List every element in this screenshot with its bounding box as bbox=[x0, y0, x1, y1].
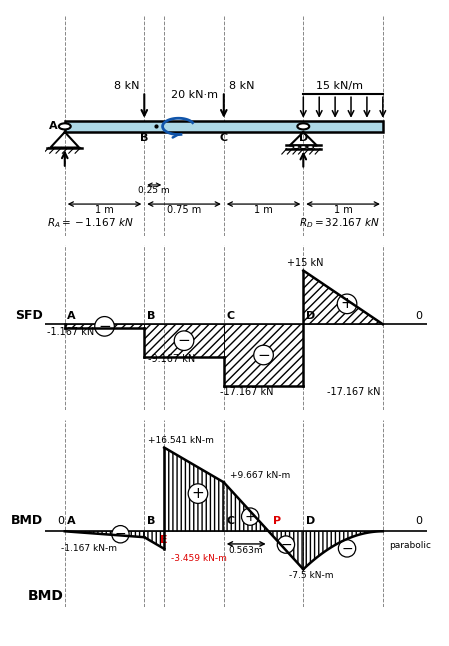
Text: B: B bbox=[147, 516, 155, 526]
Text: 1 m: 1 m bbox=[254, 205, 273, 215]
Text: 0.563m: 0.563m bbox=[229, 546, 264, 555]
Text: -17.167 kN: -17.167 kN bbox=[327, 387, 381, 397]
Text: D: D bbox=[306, 311, 315, 321]
Text: 8 kN: 8 kN bbox=[229, 81, 254, 91]
Text: BMD: BMD bbox=[27, 589, 63, 603]
Text: -17.167 kN: -17.167 kN bbox=[220, 387, 273, 397]
Text: D: D bbox=[306, 516, 315, 526]
Text: C: C bbox=[226, 516, 234, 526]
Text: -1.167 kN: -1.167 kN bbox=[47, 327, 95, 337]
Text: 0: 0 bbox=[57, 516, 64, 526]
Text: SFD: SFD bbox=[16, 309, 43, 322]
Circle shape bbox=[300, 145, 306, 149]
Text: -1.167 kN-m: -1.167 kN-m bbox=[61, 545, 117, 554]
Text: −: − bbox=[98, 319, 111, 334]
Text: 0: 0 bbox=[415, 516, 422, 526]
Text: parabolic: parabolic bbox=[389, 541, 431, 550]
Bar bbox=[65, 121, 383, 132]
Text: +: + bbox=[192, 486, 204, 501]
Text: P: P bbox=[273, 516, 281, 526]
Text: −: − bbox=[341, 541, 353, 556]
Text: A: A bbox=[67, 311, 76, 321]
Text: B: B bbox=[147, 311, 155, 321]
Text: 1 m: 1 m bbox=[95, 205, 114, 215]
Text: C: C bbox=[226, 311, 234, 321]
Text: $R_D = 32.167\ kN$: $R_D = 32.167\ kN$ bbox=[299, 216, 380, 230]
Text: +9.667 kN-m: +9.667 kN-m bbox=[230, 472, 291, 480]
Text: +15 kN: +15 kN bbox=[287, 258, 324, 268]
Text: −: − bbox=[257, 348, 270, 362]
Text: -7.5 kN-m: -7.5 kN-m bbox=[289, 571, 334, 580]
Text: 0.75 m: 0.75 m bbox=[167, 205, 201, 215]
Circle shape bbox=[293, 145, 299, 149]
Text: A: A bbox=[48, 121, 57, 131]
Text: 0.25 m: 0.25 m bbox=[138, 186, 170, 195]
Text: 15 kN/m: 15 kN/m bbox=[316, 81, 363, 91]
Text: -3.459 kN-m: -3.459 kN-m bbox=[171, 554, 226, 563]
Text: C: C bbox=[220, 133, 228, 143]
Text: 8 kN: 8 kN bbox=[114, 81, 140, 91]
Text: −: − bbox=[178, 333, 190, 348]
Text: 1 m: 1 m bbox=[334, 205, 352, 215]
Text: 0: 0 bbox=[415, 311, 422, 321]
Text: +: + bbox=[244, 510, 256, 524]
Text: D: D bbox=[299, 133, 308, 143]
Text: −: − bbox=[280, 537, 292, 552]
Text: BMD: BMD bbox=[11, 514, 43, 526]
Text: 20 kN·m: 20 kN·m bbox=[171, 90, 217, 100]
Text: A: A bbox=[67, 516, 76, 526]
Circle shape bbox=[308, 145, 313, 149]
Text: +: + bbox=[341, 297, 353, 311]
Text: $R_A = -1.167\ kN$: $R_A = -1.167\ kN$ bbox=[47, 216, 134, 230]
Text: −: − bbox=[114, 527, 126, 541]
Text: E: E bbox=[160, 536, 168, 545]
Text: B: B bbox=[140, 133, 149, 143]
Circle shape bbox=[59, 123, 71, 129]
Text: +16.541 kN-m: +16.541 kN-m bbox=[148, 437, 214, 446]
Text: -9.167 kN: -9.167 kN bbox=[148, 355, 195, 364]
Circle shape bbox=[297, 123, 309, 129]
